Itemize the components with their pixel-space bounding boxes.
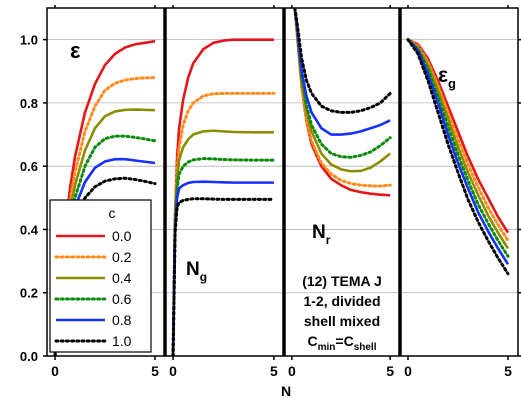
panel-label-4: εg (438, 64, 456, 91)
series-line-p2-c00 (171, 38, 274, 356)
legend-title: c (109, 205, 116, 221)
panel-label-main-2: N (186, 259, 200, 280)
series-line-p2-c10 (171, 197, 276, 356)
panel-label-main-1: ε (70, 38, 81, 63)
y-tick-label: 1.0 (20, 33, 38, 48)
series-line-p3-c02 (293, 8, 392, 188)
annotation-formula-eq: =C (335, 333, 353, 349)
x-tick-label: 0 (169, 363, 177, 379)
series-line-p4-c02 (406, 38, 510, 243)
annotation-formula-sub2: shell (354, 342, 377, 353)
panel-label-main-3: N (312, 222, 326, 243)
legend-label: 0.6 (112, 291, 132, 307)
series-line-p2-c08 (171, 180, 274, 356)
x-tick-label: 0 (288, 363, 296, 379)
panel-label-2: Ng (186, 259, 207, 284)
x-tick-label: 0 (404, 363, 412, 379)
legend-box (49, 199, 152, 353)
series-line-p4-c10 (406, 38, 510, 276)
panel-label-3: Nr (312, 222, 331, 247)
legend-label: 0.8 (112, 312, 132, 328)
annotation-formula: Cmin=Cshell (308, 333, 377, 353)
annotation-formula-sub1: min (318, 342, 336, 353)
series-line-p4-c04 (407, 38, 510, 250)
panel-label-sub-4: g (448, 76, 456, 91)
y-tick-label: 0.2 (20, 286, 38, 301)
series-line-p3-c08 (293, 8, 391, 136)
legend-label: 1.0 (112, 333, 132, 349)
legend-label: 0.2 (112, 249, 132, 265)
y-tick-label: 0.6 (20, 159, 38, 174)
y-tick-label: 0.0 (20, 349, 38, 364)
x-tick-label: 5 (270, 363, 278, 379)
series-line-p2-c06 (171, 157, 276, 356)
series-line-p4-c06 (406, 38, 510, 258)
annotation-line-1: (12) TEMA J (302, 273, 382, 289)
y-tick-label: 0.8 (20, 96, 38, 111)
legend-label: 0.0 (112, 228, 132, 244)
x-axis-label: N (281, 383, 291, 399)
x-tick-label: 0 (51, 363, 59, 379)
panel-label-sub-3: r (326, 233, 331, 247)
x-tick-label: 5 (151, 363, 159, 379)
legend-label: 0.4 (112, 270, 132, 286)
panel-label-1: ε (70, 38, 81, 63)
annotation-line-3: shell mixed (304, 313, 380, 329)
annotation-formula-main: C (308, 333, 318, 349)
annotation-line-2: 1-2, divided (303, 293, 380, 309)
panel-label-main-4: ε (438, 64, 448, 87)
y-tick-label: 0.4 (20, 222, 39, 237)
x-tick-label: 5 (386, 363, 394, 379)
x-tick-label: 5 (504, 363, 512, 379)
series-line-p4-c08 (407, 38, 510, 265)
series-line-p3-c10 (293, 8, 392, 114)
series-line-p2-c04 (171, 129, 274, 356)
panel-label-sub-2: g (200, 270, 207, 284)
